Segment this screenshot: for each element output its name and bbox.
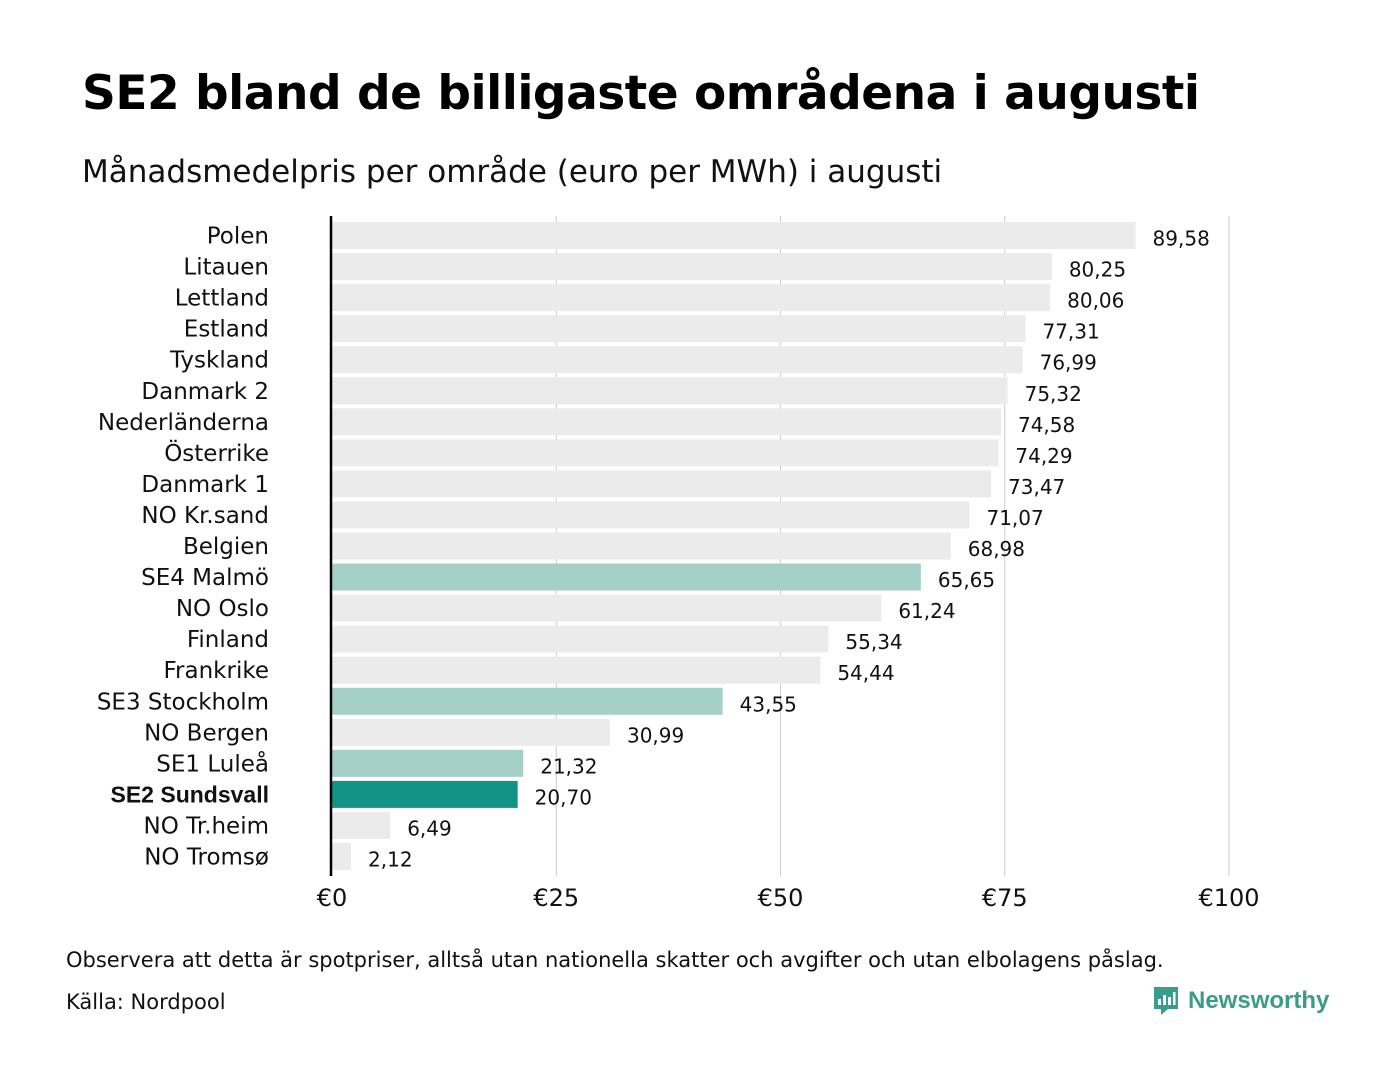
bar [332,532,951,560]
category-label: Danmark 1 [141,472,269,498]
x-tick-label: €25 [533,884,579,912]
value-labels: 89,58 80,25 80,06 77,31 76,99 75,32 74,58 74,29… [368,227,1210,872]
value-label: 75,32 [1025,382,1082,406]
category-label: NO Bergen [144,720,269,746]
value-label: 89,58 [1153,227,1210,251]
chart-subtitle: Månadsmedelpris per område (euro per MWh… [82,154,943,190]
category-label: Frankrike [164,658,270,684]
x-tick-label: €100 [1198,884,1259,912]
value-label: 43,55 [740,692,797,716]
category-label: Lettland [175,286,269,312]
category-label: SE4 Malmö [141,565,269,591]
category-label: Litauen [183,255,269,281]
value-label: 55,34 [845,630,902,654]
bar [332,563,921,591]
category-label: NO Kr.sand [141,503,269,529]
x-tick-label: €50 [758,884,804,912]
value-label: 21,32 [540,754,597,778]
category-label: NO Tromsø [144,845,269,871]
brand-name: Newsworthy [1188,987,1330,1014]
chart-title: SE2 bland de billigaste områdena i augus… [82,66,1200,121]
bar [332,594,882,622]
bar [332,408,1001,436]
value-label: 74,58 [1018,413,1075,437]
category-labels: Polen Litauen Lettland Estland Tyskland Danma… [97,224,269,871]
value-label: 76,99 [1040,351,1097,375]
category-label: NO Oslo [176,596,269,622]
footnote: Observera att detta är spotpriser, allts… [66,948,1164,972]
category-label: Estland [184,317,269,343]
category-label: Österrike [164,439,269,467]
bars [332,222,1136,870]
category-label: Tyskland [169,348,269,374]
bar [332,470,992,498]
category-label: SE3 Stockholm [97,689,269,715]
value-label: 73,47 [1008,475,1065,499]
x-tick-label: €75 [982,884,1028,912]
category-label: SE1 Luleå [156,749,269,777]
bar [332,687,723,715]
bar [332,843,352,870]
category-label: Danmark 2 [141,379,269,405]
value-label: 2,12 [368,848,413,872]
x-tick-label: €0 [317,884,348,912]
value-label: 80,06 [1067,289,1124,313]
bar [332,625,829,653]
value-label: 30,99 [627,723,684,747]
value-label: 68,98 [968,537,1025,561]
bar [332,656,821,684]
category-label: Polen [207,224,269,250]
value-label: 61,24 [898,599,955,623]
value-label: 71,07 [986,506,1043,530]
value-label: 6,49 [407,816,452,840]
category-label: NO Tr.heim [144,813,269,839]
bar [332,222,1136,249]
bar [332,501,970,529]
value-label: 74,29 [1015,444,1072,468]
x-axis-ticks: €0 €25 €50 €75 €100 [317,884,1260,912]
bar [332,780,518,808]
value-label: 77,31 [1042,320,1099,344]
bar [332,315,1026,343]
bar [332,749,524,777]
value-label: 65,65 [938,568,995,592]
value-label: 54,44 [837,661,894,685]
source-note: Källa: Nordpool [66,990,226,1014]
bar [332,718,610,746]
bar [332,284,1051,312]
newsworthy-logo-icon [1154,987,1178,1015]
value-label: 80,25 [1069,258,1126,282]
bar-chart: Polen Litauen Lettland Estland Tyskland Danma… [97,216,1260,912]
bar [332,439,999,467]
bar [332,377,1008,405]
brand-logo: Newsworthy [1152,985,1329,1017]
bar [332,346,1023,374]
category-label-highlight: SE2 Sundsvall [110,781,269,807]
bar [332,253,1052,281]
category-label: Belgien [183,534,269,560]
value-label: 20,70 [535,785,592,809]
category-label: Finland [187,627,269,653]
bar [332,811,391,839]
category-label: Nederländerna [98,410,269,436]
